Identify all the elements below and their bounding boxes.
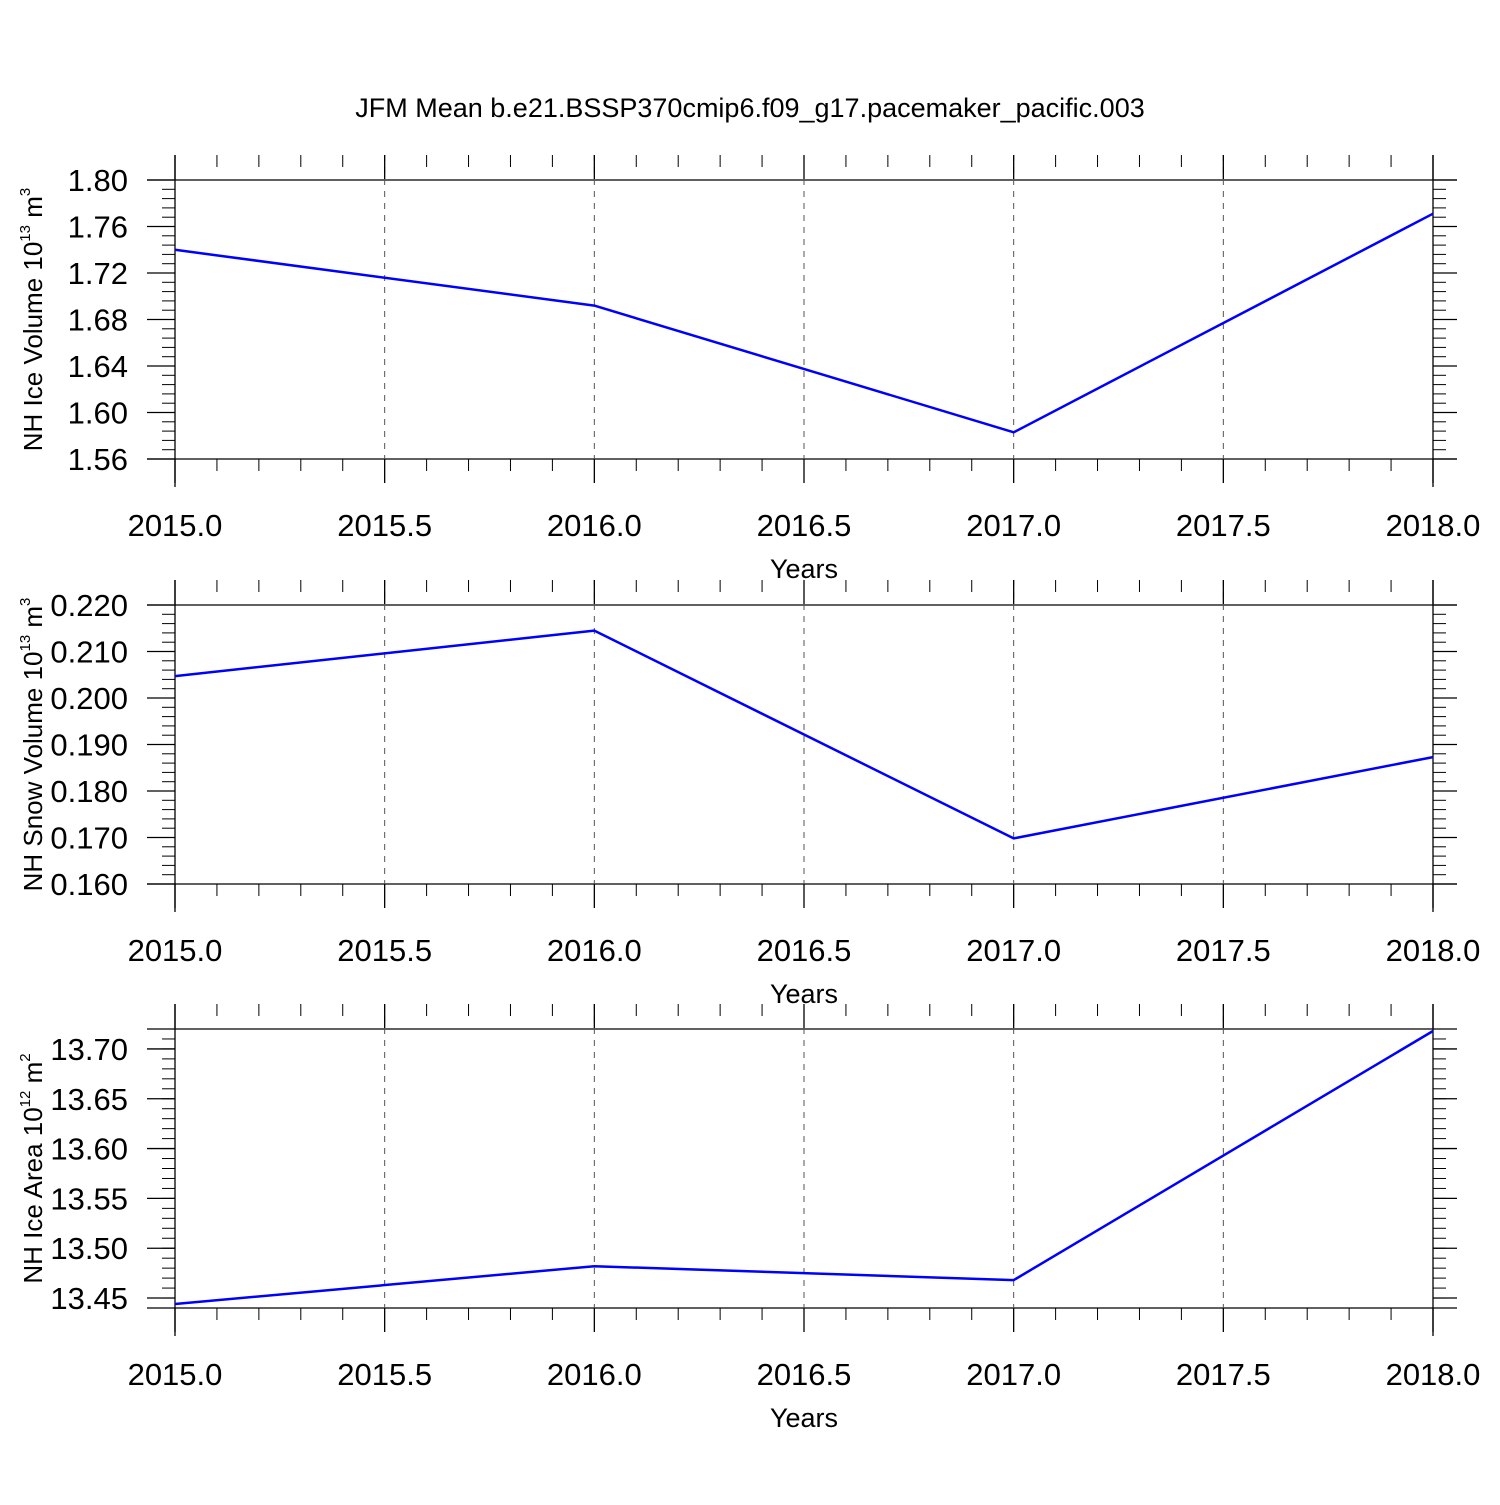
- y-tick-label: 13.70: [50, 1032, 128, 1067]
- y-axis-label-exponent: 12: [17, 1091, 34, 1108]
- x-axis-label: Years: [770, 1403, 838, 1433]
- y-tick-label: 1.56: [68, 442, 128, 477]
- x-tick-label: 2015.0: [128, 1357, 223, 1392]
- x-tick-label: 2016.0: [547, 933, 642, 968]
- plot-area: [147, 580, 1457, 884]
- x-tick-label: 2015.0: [128, 508, 223, 543]
- x-tick-label: 2015.0: [128, 933, 223, 968]
- x-axis-label: Years: [770, 554, 838, 584]
- chart-title: JFM Mean b.e21.BSSP370cmip6.f09_g17.pace…: [355, 93, 1144, 123]
- series-line: [175, 1031, 1433, 1304]
- y-tick-label: 13.55: [50, 1181, 128, 1216]
- plot-area: [147, 1004, 1457, 1308]
- x-tick-label: 2016.5: [757, 933, 852, 968]
- x-tick-label: 2018.0: [1386, 508, 1481, 543]
- y-axis-label-unit-exponent: 3: [17, 598, 34, 606]
- x-tick-label: 2018.0: [1386, 933, 1481, 968]
- y-axis-label-unit-exponent: 3: [17, 188, 34, 196]
- y-tick-label: 13.60: [50, 1132, 128, 1167]
- y-axis-label-unit-exponent: 2: [17, 1053, 34, 1061]
- y-axis-label-exponent: 13: [17, 225, 34, 242]
- y-axis-label-unit: m: [18, 1062, 48, 1091]
- y-tick-label: 0.180: [50, 774, 128, 809]
- x-tick-label: 2017.5: [1176, 933, 1271, 968]
- y-axis-label-unit: m: [18, 196, 48, 225]
- y-tick-label: 1.68: [68, 303, 128, 338]
- x-tick-label: 2017.0: [966, 933, 1061, 968]
- y-axis-label-text: NH Ice Area 10: [18, 1107, 48, 1283]
- x-tick-label: 2016.0: [547, 1357, 642, 1392]
- plot-area: [147, 155, 1457, 459]
- y-tick-label: 1.80: [68, 163, 128, 198]
- x-tick-label: 2015.5: [337, 933, 432, 968]
- y-tick-label: 13.50: [50, 1231, 128, 1266]
- x-tick-label: 2016.5: [757, 1357, 852, 1392]
- y-tick-label: 1.64: [68, 349, 128, 384]
- y-axis-label: NH Snow Volume 1013 m3: [17, 598, 48, 892]
- y-tick-label: 0.210: [50, 635, 128, 670]
- x-tick-label: 2017.0: [966, 508, 1061, 543]
- y-tick-label: 0.190: [50, 728, 128, 763]
- y-tick-label: 0.170: [50, 821, 128, 856]
- y-axis-label-text: NH Ice Volume 10: [18, 242, 48, 452]
- y-tick-label: 0.200: [50, 681, 128, 716]
- x-tick-label: 2017.5: [1176, 508, 1271, 543]
- y-tick-label: 13.65: [50, 1082, 128, 1117]
- y-tick-label: 0.220: [50, 588, 128, 623]
- y-tick-label: 1.76: [68, 210, 128, 245]
- y-axis-label: NH Ice Volume 1013 m3: [17, 188, 48, 451]
- plot-panel-1: 2015.0 2015.5 2016.0 2016.5 2017.0 2017.5 2018…: [17, 155, 1480, 584]
- y-axis-label-unit: m: [18, 606, 48, 635]
- x-tick-label: 2016.5: [757, 508, 852, 543]
- x-tick-label: 2016.0: [547, 508, 642, 543]
- series-line: [175, 631, 1433, 839]
- x-tick-label: 2018.0: [1386, 1357, 1481, 1392]
- y-tick-label: 13.45: [50, 1281, 128, 1316]
- x-tick-label: 2015.5: [337, 508, 432, 543]
- x-tick-label: 2017.0: [966, 1357, 1061, 1392]
- plot-panel-2: 2015.0 2015.5 2016.0 2016.5 2017.0 2017.5 2018…: [17, 580, 1480, 1009]
- y-tick-label: 1.60: [68, 396, 128, 431]
- y-axis-label-exponent: 13: [17, 635, 34, 652]
- x-tick-label: 2017.5: [1176, 1357, 1271, 1392]
- y-axis-label-text: NH Snow Volume 10: [18, 652, 48, 892]
- plot-panel-3: 2015.0 2015.5 2016.0 2016.5 2017.0 2017.5 2018…: [17, 1004, 1480, 1433]
- y-tick-label: 1.72: [68, 256, 128, 291]
- x-tick-label: 2015.5: [337, 1357, 432, 1392]
- y-axis-label: NH Ice Area 1012 m2: [17, 1053, 48, 1283]
- y-tick-label: 0.160: [50, 867, 128, 902]
